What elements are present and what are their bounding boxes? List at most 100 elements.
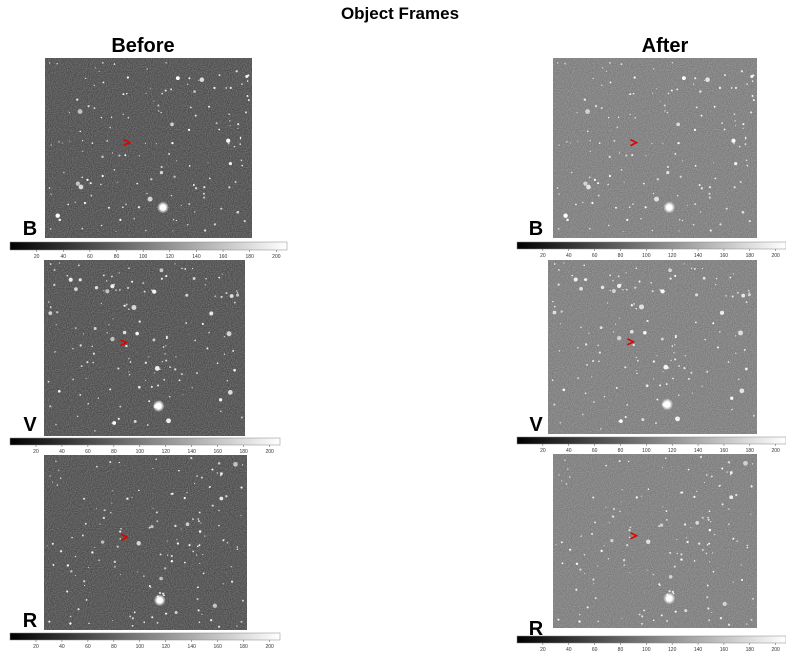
star [702,268,703,269]
star [150,525,153,528]
star [690,372,692,374]
star [668,268,672,272]
colorbar-tick-label: 20 [540,253,546,259]
star [688,378,690,380]
star [46,545,47,546]
star [165,89,167,91]
star [580,327,581,328]
star [197,586,199,588]
star [623,559,625,561]
star [149,527,151,529]
star [682,160,683,161]
star [162,593,164,595]
star [197,546,199,548]
colorbar-tick-label: 80 [618,448,624,454]
star [666,510,668,512]
star [199,621,201,623]
star [242,464,243,465]
star [54,269,56,271]
colorbar-tick-label: 40 [566,448,572,454]
colorbar-tick-label: 100 [139,254,148,260]
star [593,401,595,403]
star [83,498,85,500]
colorbar-tick-label: 120 [668,253,677,259]
star [109,127,111,129]
star [112,152,113,153]
star [119,289,121,291]
star [134,612,136,614]
star [644,206,646,208]
star [706,371,708,373]
colorbar-tick-label: 200 [265,644,274,650]
star [746,301,748,303]
star [702,549,704,551]
star [119,531,121,533]
star [199,512,201,514]
star [165,359,167,361]
star [583,182,587,186]
star [605,506,606,507]
star [157,104,159,106]
star [156,512,158,514]
colorbar-tick-label: 80 [111,644,117,650]
frame-noise [44,455,247,630]
star [138,386,141,389]
star [233,462,238,467]
star [589,228,591,230]
star [656,355,657,356]
star [115,289,117,291]
star [206,347,208,349]
star [618,421,619,422]
star [159,268,163,272]
colorbar-tick-label: 200 [265,449,274,455]
star [171,555,173,557]
star [202,323,204,325]
star [228,113,230,115]
star [694,268,696,270]
star [623,564,625,566]
star [636,308,637,309]
star [559,350,561,352]
star [592,497,594,499]
star [558,474,559,475]
star [54,351,56,353]
frame-noise [44,260,245,436]
star [629,206,631,208]
star [712,322,714,324]
star [674,358,676,360]
star [734,162,737,165]
star [124,305,126,307]
star [201,614,202,615]
star [699,184,701,186]
star [104,509,106,511]
star [168,153,170,155]
bright-star [157,201,169,213]
star [78,265,80,267]
star [654,197,659,202]
star [570,142,571,143]
star [122,93,124,95]
star [62,142,63,143]
star [560,311,562,313]
star [602,67,603,68]
star [156,143,157,144]
star [236,290,237,291]
star [78,109,83,114]
star [145,143,146,144]
star [613,508,615,510]
star [49,405,51,407]
star [641,623,643,625]
star [746,545,748,547]
star [60,477,62,479]
star [752,95,754,97]
star [174,176,176,178]
star [181,205,182,206]
star [732,295,734,297]
star [102,62,104,64]
star [106,140,108,142]
star [719,87,721,89]
star [77,415,79,417]
star [730,471,733,474]
star [597,565,598,566]
star [56,213,60,217]
